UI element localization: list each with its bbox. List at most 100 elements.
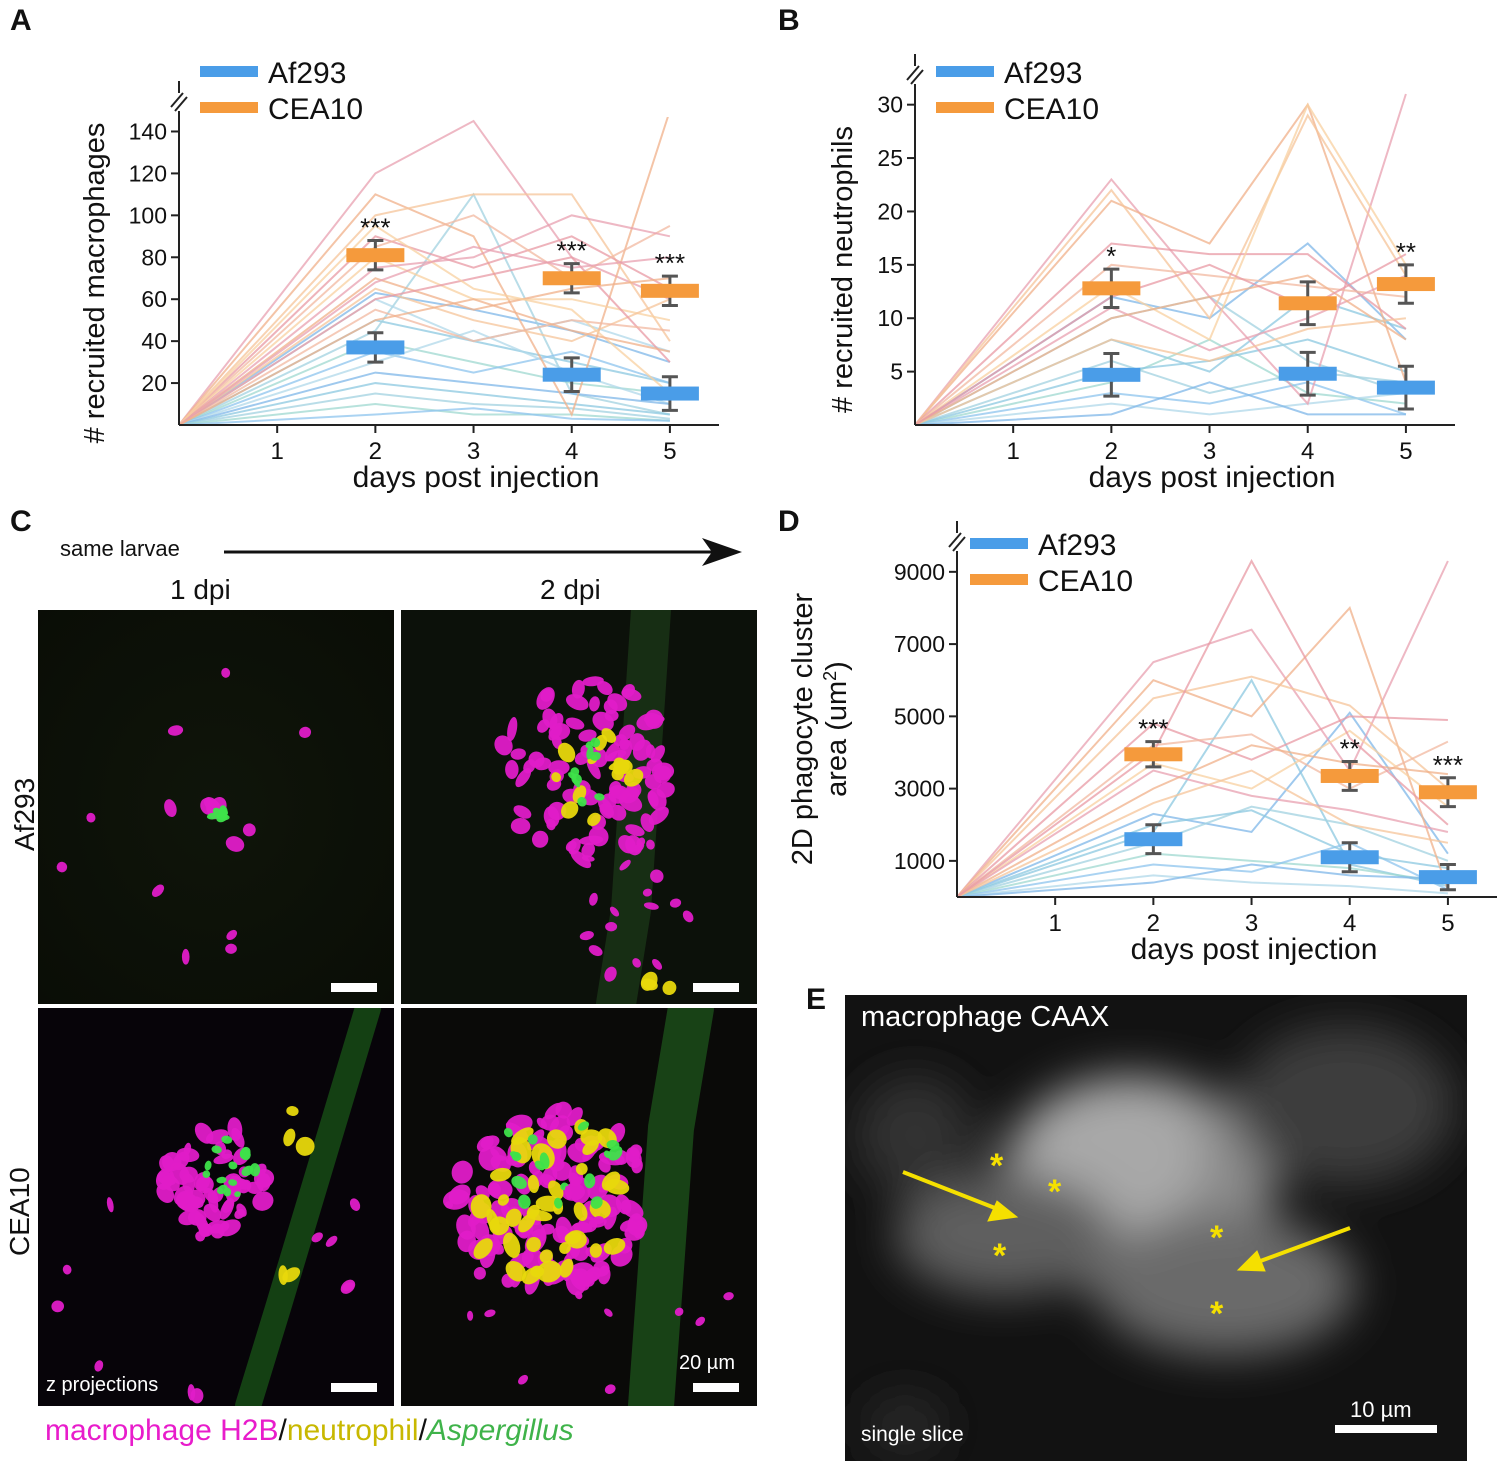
micrograph-cea10-1dpi: z projections (38, 1008, 394, 1406)
cea10-mean-bar (1082, 281, 1141, 296)
aspergillus (228, 1161, 238, 1170)
macrophage-cell (604, 1384, 616, 1395)
y-tick-label: 100 (129, 202, 167, 228)
macrophage-cell (564, 1185, 572, 1200)
macrophage-cell (444, 1201, 454, 1209)
macrophage-cell (518, 1374, 529, 1385)
neutrophil-cell (278, 1265, 288, 1285)
macrophage-cell (62, 1264, 72, 1275)
macrophage-cell (311, 1232, 323, 1243)
af293-mean-bar (1418, 870, 1477, 885)
macrophage-cell (473, 1266, 486, 1280)
macrophage-cell (574, 1291, 583, 1300)
row-label-af293: Af293 (9, 777, 40, 851)
macrophage-cell (540, 688, 554, 702)
x-tick-label: 4 (1343, 910, 1356, 937)
aspergillus (241, 1165, 254, 1177)
micrograph-macrophage-caax: macrophage CAAX single slice 10 µm * * *… (845, 995, 1467, 1461)
macrophage-cell (597, 680, 613, 696)
cea10-individual-line (915, 253, 1407, 425)
cea10-individual-line (179, 256, 671, 425)
macrophage-cell (604, 1308, 613, 1317)
neutrophil-cell (662, 980, 677, 996)
macrophage-cell (605, 922, 618, 932)
significance-marker: * (1106, 241, 1116, 271)
aspergillus-hyphae (235, 1008, 381, 1406)
macrophage-cell (619, 738, 630, 751)
cea10-individual-line (179, 117, 669, 425)
macrophage-cell (644, 709, 664, 729)
aspergillus (571, 773, 582, 785)
af293-individual-line (915, 391, 1407, 425)
neutrophil-cell (613, 757, 627, 772)
neutrophil-cell (601, 1171, 621, 1191)
macrophage-cell (151, 884, 165, 898)
macrophage-cell (549, 713, 564, 731)
macrophage-cell (56, 861, 68, 873)
chart-d: 1 2 3 4 5 1000 3000 5000 7000 9000 days post injec… (787, 521, 1497, 966)
same-larvae-label: same larvae (60, 536, 180, 561)
chart-a: 1 2 3 4 5 20 40 60 80 100 120 140 days post injectio… (79, 57, 719, 494)
macrophage-cell (609, 906, 620, 917)
macrophage-cell (467, 1310, 474, 1321)
legend-label-cea10: CEA10 (1038, 565, 1133, 598)
macrophage-cell (669, 898, 682, 908)
macrophage-cell (633, 842, 645, 853)
cea10-individual-line (915, 317, 1407, 425)
macrophage-cell (242, 823, 256, 837)
caption-sep: / (278, 1414, 287, 1447)
caption-neutrophil: neutrophil (286, 1414, 419, 1447)
scale-label-20um: 20 µm (679, 1352, 735, 1374)
macrophage-cell (646, 839, 655, 850)
macrophage-cell (451, 1160, 473, 1184)
macrophage-cell (252, 1191, 274, 1211)
legend-label-cea10: CEA10 (1004, 93, 1099, 126)
cea10-individual-line (957, 675, 1449, 897)
axis-break-mark (170, 92, 184, 108)
cea10-individual-line (957, 769, 1449, 897)
z-projections-label: z projections (46, 1374, 159, 1396)
x-tick-label: 2 (369, 438, 382, 465)
aspergillus (586, 746, 594, 760)
scale-bar (1335, 1425, 1437, 1433)
caption-macrophage: macrophage H2B (45, 1414, 279, 1447)
macrophage-cell (183, 1142, 192, 1156)
af293-individual-line (179, 382, 671, 425)
x-tick-label: 2 (1147, 910, 1160, 937)
x-tick-label: 3 (467, 438, 480, 465)
af293-individual-line (957, 874, 1448, 897)
panel-label-b: B (778, 4, 800, 37)
aspergillus-hyphae (628, 1008, 714, 1406)
y-tick-label: 5 (890, 359, 903, 385)
macrophage-cell (221, 667, 231, 678)
significance-marker: *** (557, 236, 587, 266)
macrophage-cell (448, 1184, 471, 1205)
cea10-individual-line (179, 287, 671, 425)
cea10-individual-line (957, 729, 1449, 897)
macrophage-cell (695, 1316, 706, 1327)
aspergillus (511, 1151, 522, 1162)
aspergillus (249, 1163, 261, 1177)
axis-break-mark (906, 65, 920, 81)
cea10-individual-line (957, 558, 1449, 897)
micrograph-af293-1dpi (38, 610, 394, 1004)
cea10-individual-line (915, 102, 1407, 425)
macrophage-cell (630, 1144, 643, 1157)
y-tick-label: 3000 (894, 776, 945, 802)
cea10-individual-line (179, 214, 671, 425)
y-axis-label: 2D phagocyte cluster (787, 592, 819, 865)
aspergillus (228, 1179, 238, 1186)
macrophage-cell (604, 742, 620, 762)
macrophage-cell (507, 717, 518, 742)
macrophage-cell (181, 948, 190, 965)
chart-b: 1 2 3 4 5 5 10 15 20 25 30 days post injection # rec… (827, 54, 1455, 494)
x-axis-label: days post injection (1131, 933, 1378, 966)
macrophage-cell (618, 835, 636, 854)
aspergillus (216, 812, 228, 823)
channel-caption: macrophage H2B/neutrophil/Aspergillus (45, 1414, 574, 1448)
macrophage-cell (570, 850, 592, 869)
aspergillus (594, 793, 605, 801)
af293-individual-line (957, 805, 1449, 897)
y-axis-label: # recruited macrophages (79, 123, 111, 444)
neutrophil-cell (521, 1267, 542, 1285)
